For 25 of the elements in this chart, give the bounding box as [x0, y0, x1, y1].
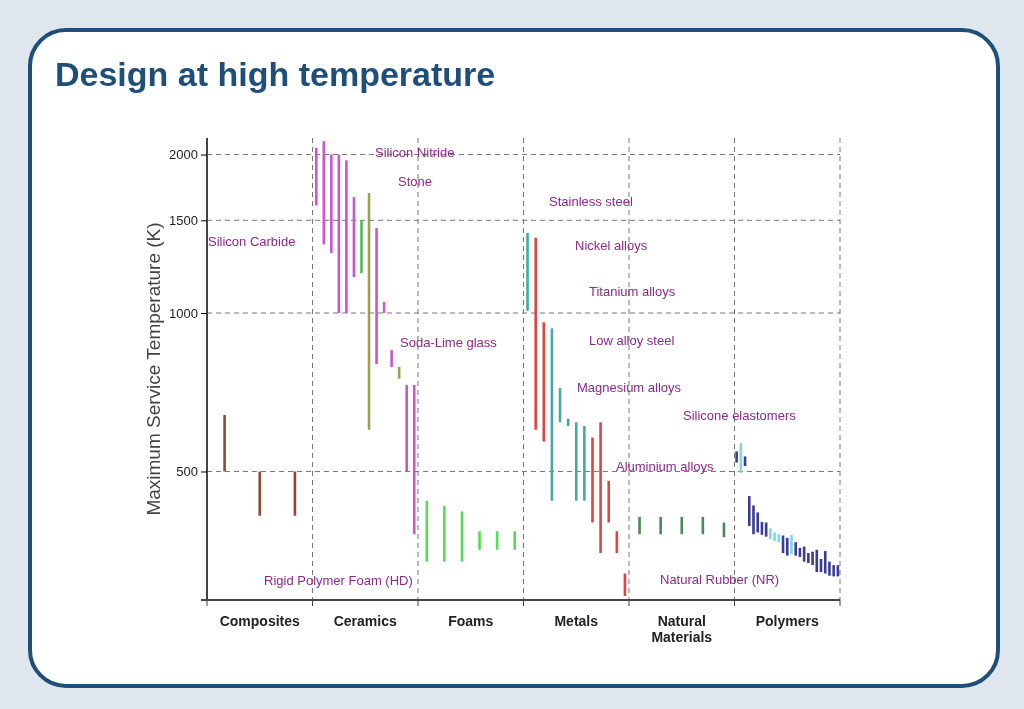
annotation: Silicon Carbide — [208, 233, 296, 249]
x-tick-label: Composites — [219, 613, 301, 629]
annotation: Low alloy steel — [589, 332, 675, 348]
annotation: Titanium alloys — [589, 283, 676, 299]
y-tick-label: 1000 — [169, 305, 198, 321]
annotation: Nickel alloys — [575, 237, 648, 253]
annotation: Stainless steel — [549, 193, 633, 209]
annotation: Aluminium alloys — [616, 458, 715, 474]
chart-title: Design at high temperature — [55, 55, 496, 93]
y-tick-label: 500 — [176, 464, 198, 480]
x-tick-label: Polymers — [755, 613, 819, 629]
annotation: Natural Rubber (NR) — [660, 571, 780, 587]
x-tick-label: Natural Materials — [651, 613, 713, 645]
annotation: Silicon Nitride — [375, 144, 455, 160]
x-tick-label: Ceramics — [333, 613, 397, 629]
annotation: Silicone elastomers — [683, 407, 797, 423]
x-tick-label: Foams — [448, 613, 494, 629]
y-tick-label: 1500 — [169, 212, 198, 228]
y-tick-label: 2000 — [169, 147, 198, 163]
annotation: Soda-Lime glass — [400, 334, 498, 350]
annotation: Magnesium alloys — [577, 379, 682, 395]
annotation: Stone — [398, 173, 432, 189]
annotation: Rigid Polymer Foam (HD) — [264, 572, 413, 588]
y-axis-title: Maximum Service Temperature (K) — [143, 222, 164, 516]
x-tick-label: Metals — [554, 613, 599, 629]
